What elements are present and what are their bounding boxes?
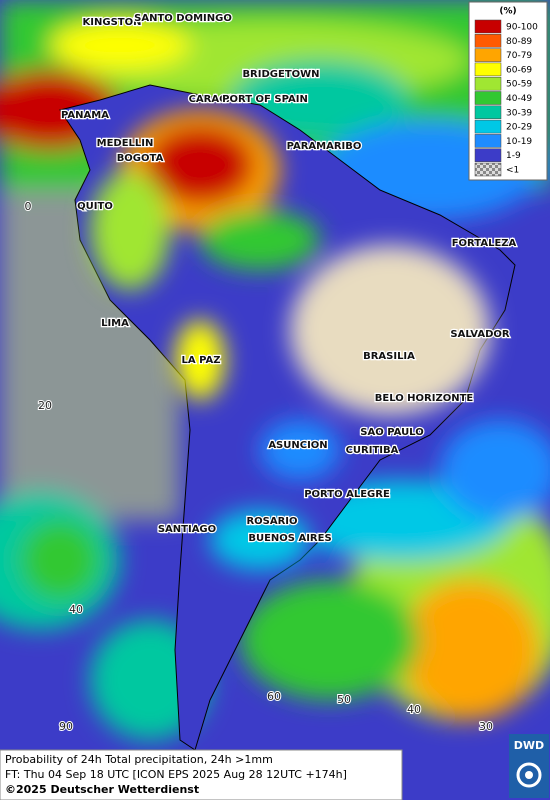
city-label: PORT OF SPAIN (222, 94, 308, 105)
legend-swatch (474, 119, 502, 134)
city-label: SANTO DOMINGO (134, 13, 232, 24)
grid-label: 30 (479, 720, 493, 733)
city-label: BOGOTA (117, 153, 164, 164)
city-label: MEDELLIN (97, 138, 154, 149)
legend-label: 70-79 (506, 51, 532, 61)
logo: DWD (509, 734, 549, 798)
legend-swatch (474, 34, 502, 48)
grid-label: 40 (69, 603, 83, 616)
legend-label: 40-49 (506, 94, 532, 104)
city-label: ASUNCION (268, 440, 327, 451)
city-label: SAO PAULO (360, 427, 423, 438)
legend-swatch (474, 105, 502, 120)
legend-label: <1 (506, 166, 519, 176)
city-label: KINGSTON (83, 17, 142, 28)
city-label: BELO HORIZONTE (375, 393, 474, 404)
legend-label: 90-100 (506, 23, 538, 33)
legend-swatch (474, 162, 502, 177)
legend-label: 80-89 (506, 37, 532, 47)
legend-label: 30-39 (506, 108, 532, 118)
city-label: PARAMARIBO (287, 141, 362, 152)
legend-title: (%) (499, 7, 516, 17)
city-label: SALVADOR (450, 329, 510, 340)
grid-label: 50 (337, 693, 351, 706)
city-label: BRASILIA (363, 351, 415, 362)
legend-label: 1-9 (506, 151, 521, 161)
legend-label: 10-19 (506, 137, 532, 147)
city-label: FORTALEZA (452, 238, 517, 249)
grid-labels: 0 20 40 90 60 50 40 30 (24, 199, 495, 734)
city-label: BUENOS AIRES (248, 533, 331, 544)
legend-label: 20-29 (506, 123, 532, 133)
footer-line: Probability of 24h Total precipitation, … (5, 753, 273, 766)
city-label: QUITO (77, 201, 113, 212)
legend-label: 50-59 (506, 80, 532, 90)
logo-text: DWD (514, 739, 544, 752)
grid-label: 60 (267, 690, 281, 703)
legend-swatch (474, 48, 502, 62)
legend: (%) 90-100 80-89 70-79 60-69 50-59 40-49 30-39… (468, 1, 548, 181)
legend-swatch (474, 134, 502, 148)
city-label: LA PAZ (182, 355, 221, 366)
city-label: CARACAS (189, 94, 242, 105)
land-field (90, 110, 490, 570)
city-label: PANAMA (61, 110, 109, 121)
footer: Probability of 24h Total precipitation, … (0, 749, 403, 800)
city-label: PORTO ALEGRE (304, 489, 390, 500)
legend-swatch (474, 19, 502, 34)
legend-label: 60-69 (506, 65, 532, 75)
city-label: LIMA (101, 318, 129, 329)
footer-line: ©2025 Deutscher Wetterdienst (5, 783, 199, 796)
legend-swatch (474, 91, 502, 105)
cities: KINGSTON SANTO DOMINGO BRIDGETOWN CARACA… (60, 12, 518, 546)
city-label: CURITIBA (346, 445, 399, 456)
city-label: BRIDGETOWN (242, 69, 319, 80)
grid-label: 20 (38, 399, 52, 412)
grid-label: 0 (25, 200, 32, 213)
footer-line: FT: Thu 04 Sep 18 UTC [ICON EPS 2025 Aug… (5, 768, 347, 781)
legend-swatch (474, 62, 502, 77)
city-label: ROSARIO (246, 516, 297, 527)
grid-label: 90 (59, 720, 73, 733)
legend-swatch (474, 76, 502, 91)
legend-swatch (474, 148, 502, 162)
grid-label: 40 (407, 703, 421, 716)
city-label: SANTIAGO (158, 524, 216, 535)
